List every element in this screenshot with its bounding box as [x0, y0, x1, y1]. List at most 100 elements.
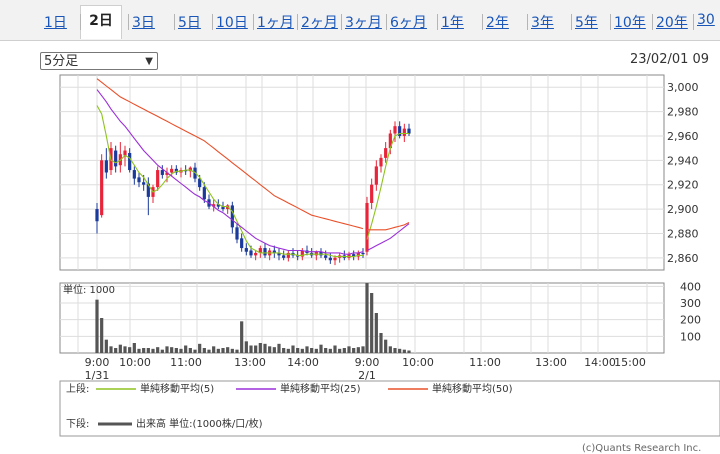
day1-volume-bar	[240, 321, 244, 353]
tab-11[interactable]: 2年	[486, 15, 509, 31]
time-axis-tick-label: 11:00	[170, 356, 202, 369]
day1-volume-bar	[142, 348, 146, 353]
date-axis-tick-label: 1/31	[85, 369, 110, 382]
volume-panel	[59, 282, 665, 354]
day2-volume-bar	[402, 349, 406, 353]
tab-2[interactable]: 2日	[80, 5, 122, 39]
day1-volume-bar	[328, 348, 332, 353]
day1-volume-bar	[114, 348, 118, 353]
day1-volume-bar	[272, 347, 276, 353]
copyright-credit: (c)Quants Research Inc.	[582, 443, 702, 454]
day1-candle	[132, 170, 136, 179]
tab-5[interactable]: 10日	[216, 15, 248, 31]
day2-candle	[374, 166, 378, 185]
day1-candle	[347, 254, 351, 258]
day1-candle	[314, 251, 318, 256]
day2-candle	[398, 126, 402, 136]
day1-candle	[282, 255, 286, 258]
time-axis-tick-label: 11:00	[469, 356, 501, 369]
day1-volume-bar	[188, 348, 192, 353]
price-axis-tick-label: 2,920	[667, 179, 699, 192]
tab-3[interactable]: 3日	[132, 15, 155, 31]
day1-volume-bar	[314, 348, 318, 353]
price-axis-tick-label: 2,880	[667, 227, 699, 240]
tab-14[interactable]: 10年	[614, 15, 646, 31]
day1-volume-bar	[104, 339, 108, 353]
tab-separator	[253, 14, 254, 30]
day1-volume-bar	[128, 347, 132, 353]
legend-label-ma50: 単純移動平均(50)	[432, 382, 513, 395]
ma25-line-day1	[96, 89, 364, 255]
day1-candle	[174, 168, 178, 173]
ma50-line-day1	[96, 78, 364, 230]
day1-volume-bar	[310, 348, 314, 353]
day1-volume-bar	[226, 347, 230, 353]
day1-volume-bar	[356, 347, 360, 353]
time-axis-tick-label: 15:00	[614, 356, 646, 369]
day1-candle	[240, 238, 244, 249]
day1-volume-bar	[296, 348, 300, 353]
tab-1[interactable]: 1日	[44, 15, 67, 31]
day1-candle	[160, 170, 164, 175]
tab-15[interactable]: 20年	[656, 15, 688, 31]
tab-10[interactable]: 1年	[441, 15, 464, 31]
day1-volume-bar	[184, 345, 188, 353]
day1-candle	[146, 183, 150, 197]
day1-volume-bar	[305, 346, 309, 353]
tab-separator	[341, 14, 342, 30]
interval-select[interactable]: 5分足 ▼	[40, 52, 158, 70]
day1-candle	[156, 170, 160, 188]
day1-candle	[221, 206, 225, 210]
day2-candle	[388, 133, 392, 149]
day1-volume-bar	[319, 344, 323, 353]
day1-candle	[244, 248, 248, 252]
day1-volume-bar	[100, 318, 104, 353]
day1-volume-bar	[207, 349, 211, 353]
tab-7[interactable]: 2ヶ月	[301, 15, 338, 31]
day1-candle	[324, 255, 328, 258]
tab-9[interactable]: 6ヶ月	[390, 15, 427, 31]
day2-volume-bar	[365, 283, 369, 353]
day1-volume-bar	[352, 348, 356, 353]
day1-candle	[263, 248, 267, 256]
day1-volume-bar	[342, 348, 346, 353]
day1-candle	[352, 254, 356, 257]
day1-volume-bar	[179, 348, 183, 353]
day1-volume-bar	[254, 345, 258, 353]
day1-candle	[258, 248, 262, 253]
time-axis-tick-label: 9:00	[85, 356, 110, 369]
time-axis-tick-label: 9:00	[355, 356, 380, 369]
tab-4[interactable]: 5日	[178, 15, 201, 31]
tab-6[interactable]: 1ヶ月	[257, 15, 294, 31]
day1-candle	[286, 252, 290, 258]
day1-volume-bar	[95, 299, 99, 353]
day1-volume-bar	[333, 345, 337, 353]
price-axis-tick-label: 2,960	[667, 130, 699, 143]
day2-volume-bar	[379, 333, 383, 353]
day1-volume-bar	[244, 341, 248, 353]
day1-volume-bar	[146, 348, 150, 353]
day1-candle	[100, 160, 104, 216]
time-axis-tick-label: 10:00	[119, 356, 151, 369]
tab-12[interactable]: 3年	[531, 15, 554, 31]
day1-candle	[235, 227, 239, 240]
day1-candle	[328, 257, 332, 261]
tab-13[interactable]: 5年	[575, 15, 598, 31]
day2-candle	[393, 126, 397, 134]
day1-candle	[296, 255, 300, 257]
legend-row-label-upper: 上段:	[66, 382, 89, 395]
tab-16[interactable]: 30	[697, 12, 715, 28]
day2-volume-bar	[407, 350, 411, 353]
day1-candle	[212, 204, 216, 207]
tab-separator	[80, 14, 81, 30]
day1-volume-bar	[277, 343, 281, 353]
day1-candle	[230, 205, 234, 228]
tab-8[interactable]: 3ヶ月	[345, 15, 382, 31]
day1-volume-bar	[132, 343, 136, 353]
day2-candle	[365, 202, 369, 252]
chevron-down-icon: ▼	[145, 56, 153, 67]
day1-volume-bar	[118, 344, 122, 353]
day2-volume-bar	[370, 293, 374, 353]
day1-candle	[216, 204, 220, 207]
